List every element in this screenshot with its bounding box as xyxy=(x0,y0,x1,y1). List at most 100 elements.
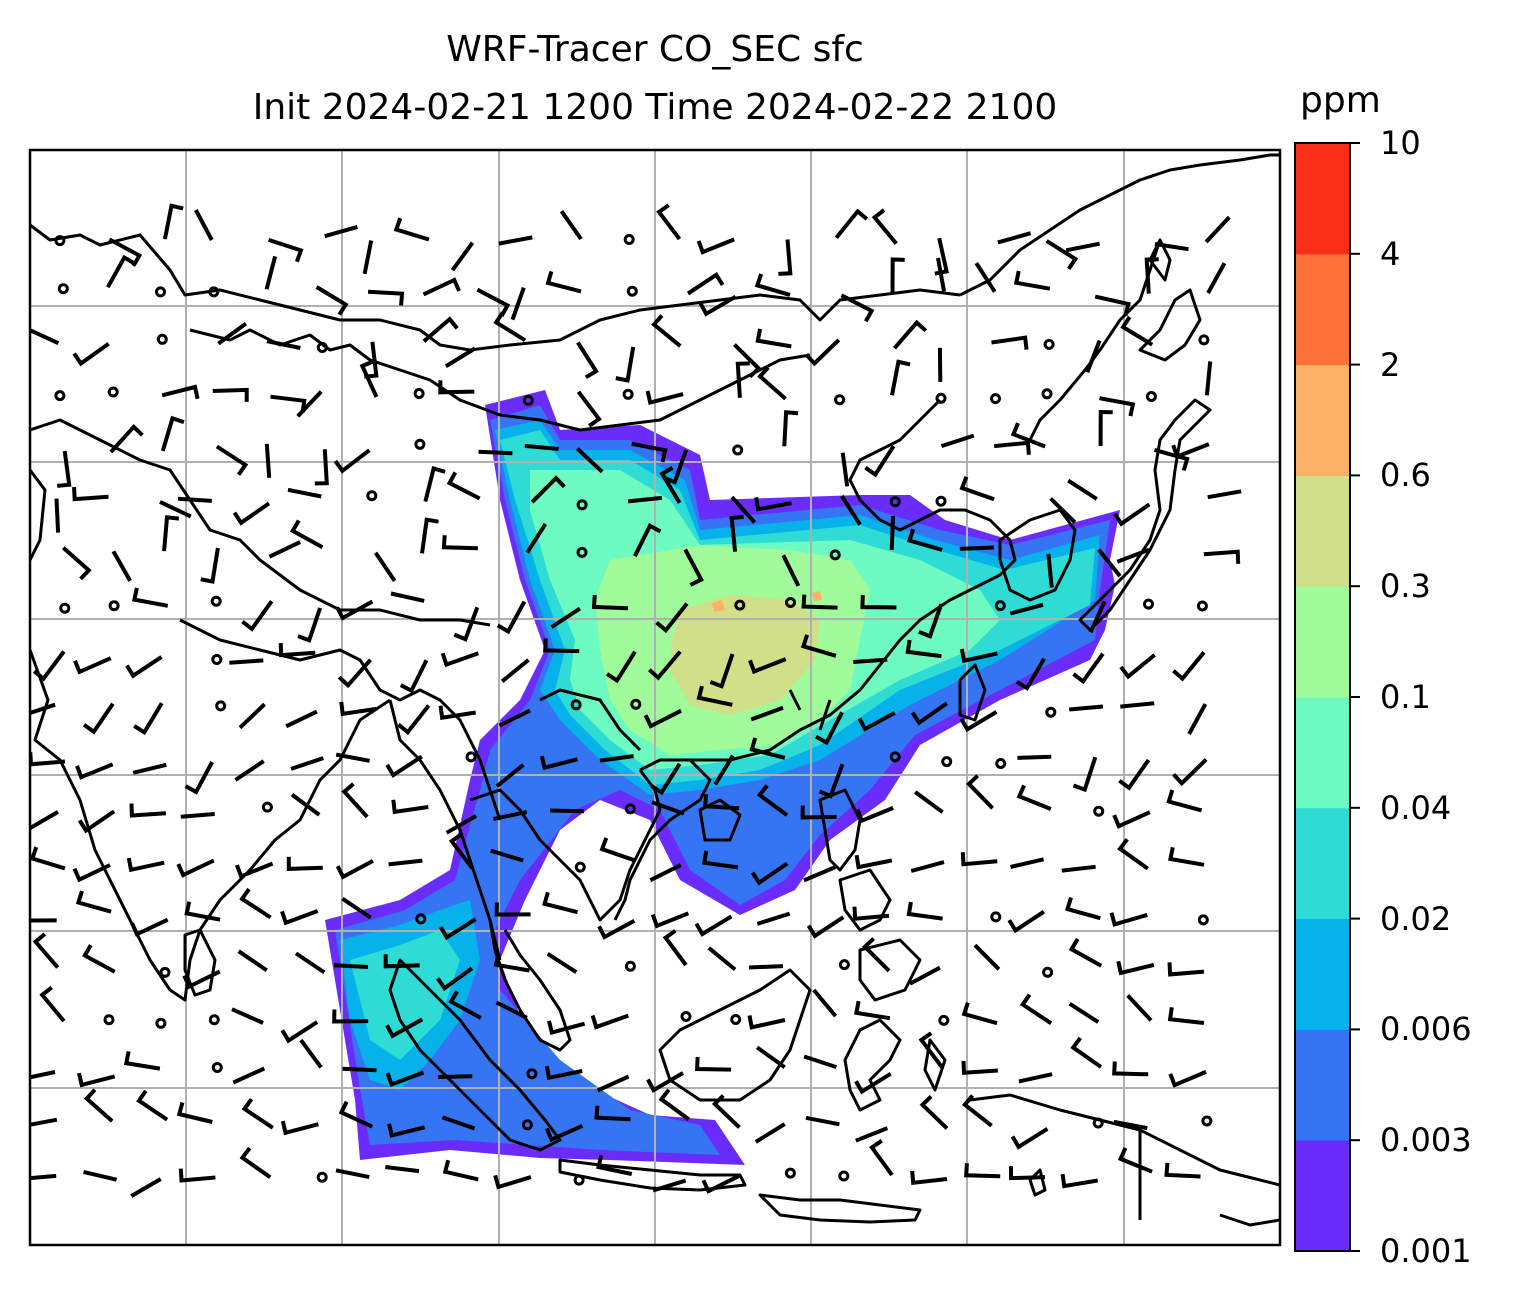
wind-barb xyxy=(964,1163,1001,1179)
calm-wind-marker xyxy=(526,1068,538,1080)
wind-barb xyxy=(1007,910,1045,934)
colorbar-unit-label: ppm xyxy=(1300,80,1381,121)
wind-barb xyxy=(446,471,481,501)
wind-barb xyxy=(290,756,324,771)
wind-barb xyxy=(1068,1002,1100,1024)
wind-barb xyxy=(229,658,264,665)
central-asia-borders xyxy=(30,223,961,352)
wind-barb xyxy=(547,1020,586,1035)
russia-coast xyxy=(959,153,1280,297)
calm-wind-marker xyxy=(1043,338,1055,350)
wind-barb xyxy=(840,452,850,487)
wind-barb xyxy=(936,257,946,292)
wind-barb xyxy=(748,964,784,970)
australia-top xyxy=(1219,1213,1280,1227)
wind-barb xyxy=(1167,1007,1205,1025)
wind-barb xyxy=(1172,758,1208,787)
wind-barb xyxy=(1113,502,1151,527)
wind-barb xyxy=(280,909,319,926)
wind-barb xyxy=(231,1007,264,1025)
wind-barb xyxy=(270,394,307,413)
wind-barb xyxy=(280,1020,319,1044)
wind-barb xyxy=(889,515,895,550)
wind-barb xyxy=(655,602,689,634)
wind-barb xyxy=(388,858,423,867)
wind-barb xyxy=(266,339,301,350)
wind-barb xyxy=(1070,1036,1103,1069)
wind-barb xyxy=(1019,993,1053,1025)
calm-wind-marker xyxy=(623,234,635,245)
calm-wind-marker xyxy=(413,388,425,399)
wind-barb xyxy=(297,607,322,643)
map-gridlines xyxy=(30,150,1280,1245)
calm-wind-marker xyxy=(1197,914,1209,926)
wind-barb xyxy=(30,1117,58,1127)
wind-barb xyxy=(200,547,220,584)
wind-barb xyxy=(840,293,875,323)
wind-barb xyxy=(801,594,838,610)
thailand-border xyxy=(469,769,662,922)
calm-wind-marker xyxy=(1145,391,1157,402)
wind-barb xyxy=(1072,756,1098,793)
calm-wind-marker xyxy=(935,495,947,507)
wind-barb xyxy=(510,287,526,321)
wind-barb xyxy=(530,475,566,504)
calm-wind-marker xyxy=(261,801,273,813)
wind-barb xyxy=(1172,651,1206,682)
wind-barb xyxy=(597,918,636,940)
wind-barb xyxy=(1171,442,1210,460)
wind-barb xyxy=(111,550,132,582)
wind-barb xyxy=(75,890,112,914)
wind-barb xyxy=(77,1072,116,1088)
wind-barb xyxy=(493,952,530,973)
calm-wind-marker xyxy=(211,654,223,665)
wind-barb xyxy=(162,203,184,240)
calm-wind-marker xyxy=(155,1017,167,1029)
wind-barb xyxy=(176,858,215,878)
calm-wind-marker xyxy=(522,394,534,406)
wind-barb xyxy=(73,656,112,675)
wind-barb xyxy=(337,658,372,689)
calm-wind-marker xyxy=(573,1174,585,1186)
wind-barb xyxy=(83,1088,114,1123)
wind-barb xyxy=(694,914,733,937)
wind-barb xyxy=(1166,789,1203,813)
wind-barb xyxy=(1049,497,1077,524)
wind-barb xyxy=(176,1101,213,1124)
wind-barb xyxy=(627,495,663,504)
wind-barb xyxy=(546,952,578,974)
wind-barb xyxy=(840,494,862,526)
wind-barb xyxy=(919,1094,949,1130)
wind-barb xyxy=(82,702,115,735)
calm-wind-marker xyxy=(889,751,901,763)
wind-barb xyxy=(576,341,599,380)
wind-barb xyxy=(575,447,604,474)
wind-barb xyxy=(57,450,72,488)
wind-barb xyxy=(335,859,374,880)
wind-barb xyxy=(495,763,525,788)
wind-barb xyxy=(524,443,559,451)
colorbar-swatch xyxy=(1295,364,1350,476)
wind-barb xyxy=(550,808,585,814)
calm-wind-marker xyxy=(1201,1115,1213,1127)
wind-barb xyxy=(182,969,221,990)
wind-barb xyxy=(339,701,377,717)
wind-barb xyxy=(397,704,431,736)
wind-barb xyxy=(30,1173,57,1181)
wind-barb xyxy=(32,932,60,969)
wind-barb xyxy=(959,476,995,502)
wind-barb xyxy=(910,1170,948,1186)
wind-barb xyxy=(973,943,1001,971)
wind-barb xyxy=(576,390,602,428)
wind-barb xyxy=(438,917,477,941)
wind-barb xyxy=(239,887,272,920)
wind-barb xyxy=(650,762,682,796)
wind-barb xyxy=(755,1045,786,1069)
wind-barb xyxy=(77,809,116,834)
map-subtitle: Init 2024-02-21 1200 Time 2024-02-22 210… xyxy=(252,87,1058,128)
wind-barb xyxy=(711,1094,741,1129)
wind-barb xyxy=(1187,703,1208,735)
calm-wind-marker xyxy=(838,1170,850,1182)
colorbar-swatch xyxy=(1295,253,1350,366)
wind-barb xyxy=(387,1123,426,1138)
